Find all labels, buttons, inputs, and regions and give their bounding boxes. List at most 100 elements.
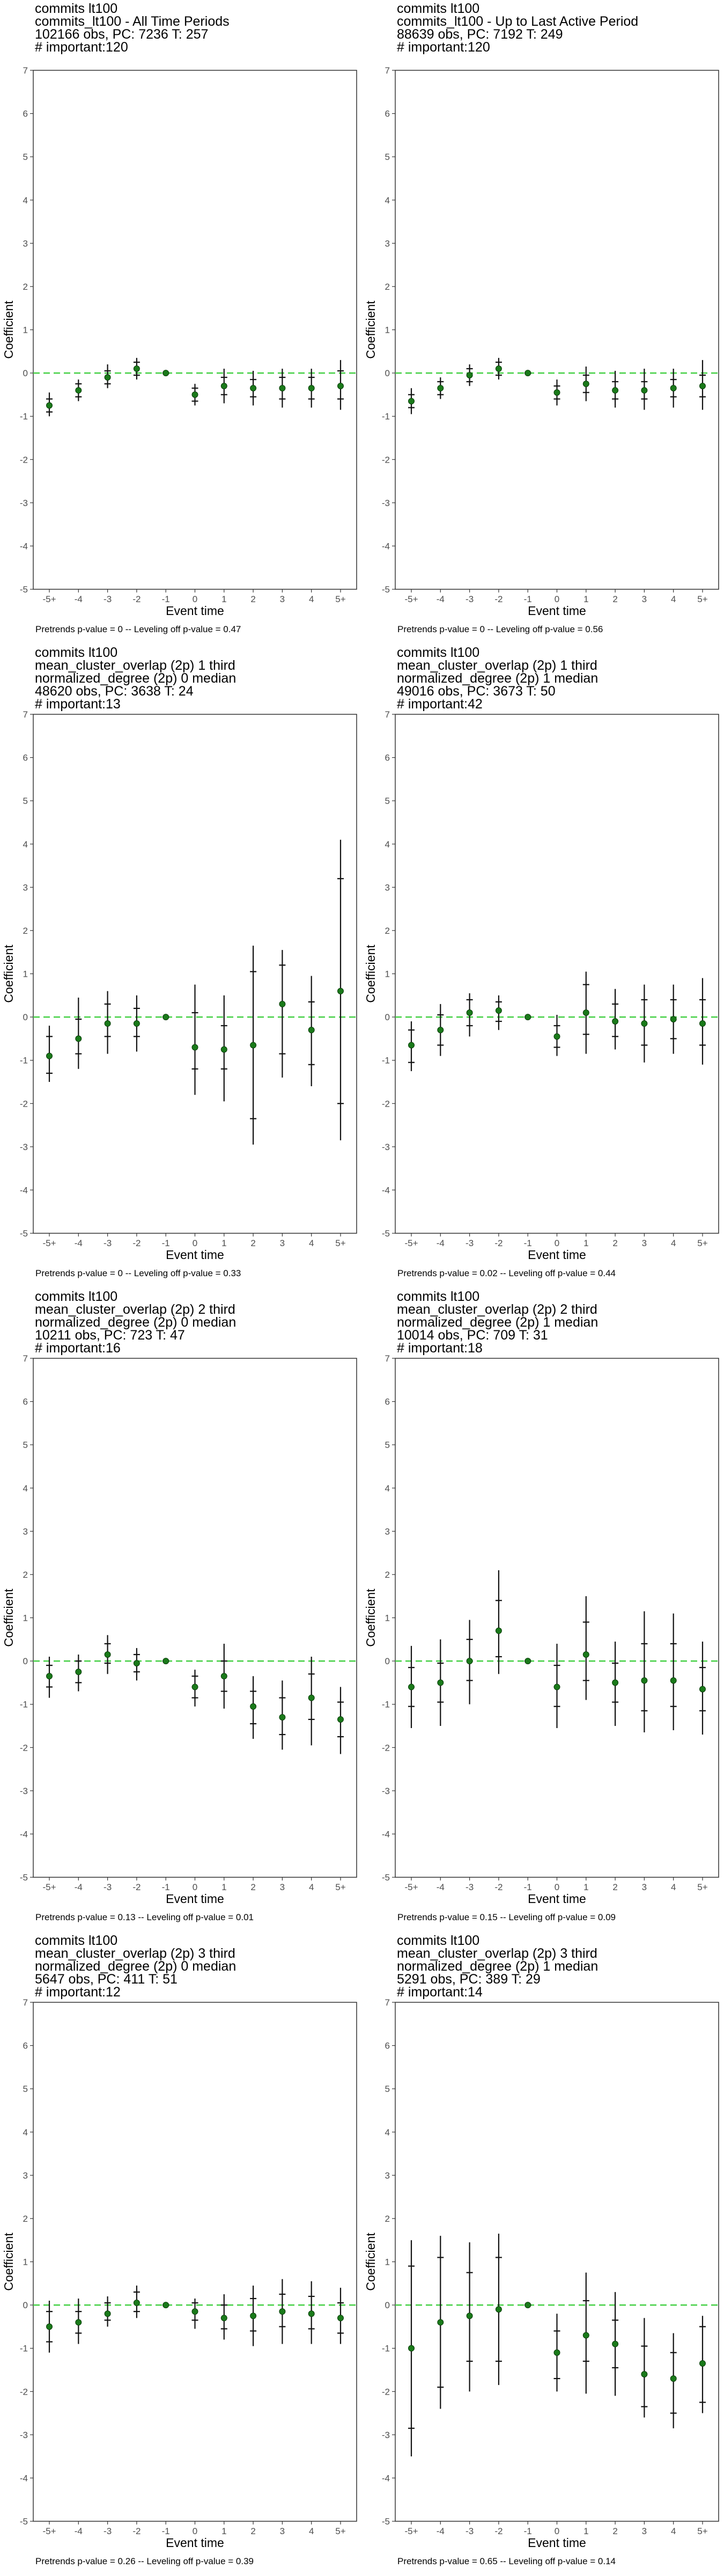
y-tick-label: 0 [23, 1012, 28, 1022]
x-tick-label: 1 [583, 2526, 588, 2536]
panel-title-line: normalized_degree (2p) 0 median [35, 671, 237, 686]
x-tick-label: 2 [612, 2526, 617, 2536]
coefficient-point [582, 2332, 589, 2339]
x-tick-label: 0 [193, 594, 197, 604]
x-tick-label: 2 [250, 1882, 255, 1892]
panel-title-line: mean_cluster_overlap (2p) 2 third [35, 1302, 235, 1317]
x-tick-label: 0 [193, 2526, 197, 2536]
panel-title-line: mean_cluster_overlap (2p) 1 third [35, 658, 235, 673]
x-tick-label: 2 [612, 1238, 617, 1248]
panel-title-line: # important:16 [35, 1341, 121, 1356]
panel-title-line: # important:42 [397, 697, 483, 712]
coefficient-point [191, 2308, 198, 2315]
x-tick-label: 4 [309, 594, 314, 604]
coefficient-point [699, 2360, 706, 2367]
x-tick-label: -2 [494, 594, 503, 604]
y-tick-label: 7 [385, 65, 390, 76]
coefficient-point [220, 1673, 227, 1680]
coefficient-plot: -5 -4 -3 -2 -1 0 1 2 3 4 5 6 7 -5+ -4 -3 -2 -1 0 1 2 3 4 5+ Even… [2, 1997, 357, 2550]
y-tick-label: 5 [385, 1440, 390, 1450]
y-tick-label: -3 [382, 2430, 390, 2440]
coefficient-point [104, 374, 111, 381]
coefficient-point [75, 2319, 82, 2326]
panel-title: commits lt100 mean_cluster_overlap (2p) 1… [35, 646, 236, 711]
y-tick-label: 4 [385, 1483, 390, 1494]
coefficient-point [466, 1009, 473, 1016]
event-study-panel: commits lt100 mean_cluster_overlap (2p) 1… [362, 644, 724, 1288]
x-tick-label: -1 [524, 1238, 532, 1248]
coefficient-point [46, 1052, 53, 1059]
y-tick-label: 2 [23, 926, 28, 936]
x-tick-label: -5+ [404, 594, 418, 604]
y-tick-label: 7 [385, 709, 390, 720]
x-axis-title: Event time [166, 1248, 224, 1262]
y-tick-label: 1 [23, 969, 28, 979]
p-value-note: Pretrends p-value = 0 -- Leveling off p-… [35, 624, 241, 634]
coefficient-point [279, 2308, 286, 2315]
x-tick-label: 4 [309, 1238, 314, 1248]
y-tick-label: -1 [382, 412, 390, 422]
panel-title: commits lt100 mean_cluster_overlap (2p) 3… [35, 1934, 236, 1999]
plot-frame [33, 1358, 357, 1878]
coefficient-point [75, 1668, 82, 1675]
y-tick-label: 3 [385, 1526, 390, 1536]
y-axis-title: Coefficient [364, 2233, 378, 2291]
coefficient-plot: -5 -4 -3 -2 -1 0 1 2 3 4 5 6 7 -5+ -4 -3 -2 -1 0 1 2 3 4 5+ Even… [364, 1997, 719, 2550]
plot-frame [395, 1358, 719, 1878]
coefficient-point [466, 372, 473, 379]
plot-frame [33, 2002, 357, 2522]
x-tick-label: 1 [221, 2526, 226, 2536]
x-tick-label: 3 [280, 1238, 285, 1248]
coefficient-point [553, 2349, 560, 2356]
coefficient-point [104, 2310, 111, 2317]
event-study-panel: commits lt100 mean_cluster_overlap (2p) 2… [362, 1288, 724, 1932]
x-tick-label: 1 [221, 594, 226, 604]
y-tick-label: -4 [382, 1185, 390, 1195]
coefficient-point [670, 1677, 677, 1684]
coefficient-point [220, 383, 227, 390]
y-tick-label: 2 [23, 282, 28, 292]
event-study-panel: commits lt100 mean_cluster_overlap (2p) 3… [362, 1932, 724, 2576]
y-tick-label: 0 [23, 1656, 28, 1666]
coefficient-point [337, 987, 344, 994]
y-tick-label: 2 [385, 1570, 390, 1580]
y-axis-title: Coefficient [364, 1589, 378, 1647]
coefficient-point [162, 370, 169, 377]
p-value-note: Pretrends p-value = 0.15 -- Leveling off… [397, 1912, 616, 1922]
y-tick-label: -1 [20, 2344, 28, 2354]
panel-title: commits lt100 mean_cluster_overlap (2p) 2… [397, 1290, 598, 1355]
panel-title-line: normalized_degree (2p) 0 median [35, 1315, 237, 1330]
y-tick-label: -4 [20, 1829, 28, 1839]
y-tick-label: -1 [20, 1700, 28, 1710]
coefficient-point [524, 1658, 531, 1665]
y-tick-label: 2 [23, 2214, 28, 2224]
x-tick-label: 1 [221, 1882, 226, 1892]
x-tick-label: -1 [162, 1882, 170, 1892]
y-tick-label: 3 [385, 238, 390, 248]
x-tick-label: 0 [193, 1882, 197, 1892]
y-tick-label: -4 [382, 2473, 390, 2483]
y-tick-label: 4 [385, 195, 390, 206]
y-tick-label: -3 [20, 1786, 28, 1796]
y-tick-label: 3 [23, 1526, 28, 1536]
panel-title-line: commits lt100 [35, 1289, 118, 1304]
y-tick-label: 5 [23, 1440, 28, 1450]
x-tick-label: -1 [524, 594, 532, 604]
x-tick-label: -5+ [404, 2526, 418, 2536]
panel-title-line: commits_lt100 - All Time Periods [35, 14, 230, 29]
coefficient-point [279, 1000, 286, 1007]
x-tick-label: 5+ [335, 1882, 345, 1892]
x-axis-title: Event time [528, 1892, 586, 1906]
y-tick-label: 0 [385, 368, 390, 378]
x-tick-label: -3 [466, 2526, 474, 2536]
x-tick-label: -4 [437, 594, 445, 604]
y-tick-label: -4 [20, 2473, 28, 2483]
panel-title-line: commits lt100 [35, 645, 118, 660]
coefficient-point [191, 391, 198, 398]
x-tick-label: 5+ [335, 1238, 345, 1248]
coefficient-plot: -5 -4 -3 -2 -1 0 1 2 3 4 5 6 7 -5+ -4 -3 -2 -1 0 1 2 3 4 5+ Even… [2, 709, 357, 1262]
x-tick-label: 4 [309, 2526, 314, 2536]
x-tick-label: -2 [132, 1882, 141, 1892]
y-tick-label: -2 [382, 1099, 390, 1109]
coefficient-point [46, 1673, 53, 1680]
